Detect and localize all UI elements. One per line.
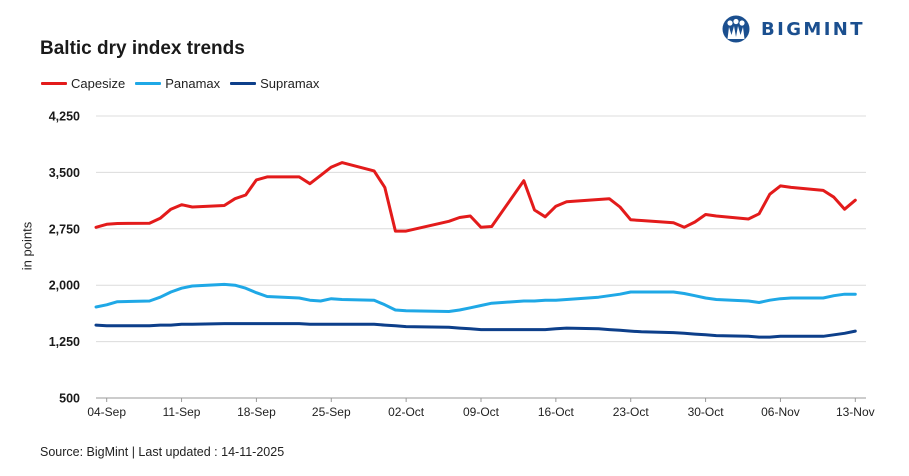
legend-swatch-panamax — [135, 82, 162, 85]
x-tick-label: 13-Nov — [836, 405, 875, 419]
x-tick-label: 23-Oct — [613, 405, 650, 419]
x-tick-label: 11-Sep — [163, 405, 201, 419]
x-tick-label: 04-Sep — [87, 405, 126, 419]
y-tick-label: 2,000 — [49, 279, 80, 293]
legend-label-supramax: Supramax — [260, 76, 320, 91]
legend-label-panamax: Panamax — [165, 76, 221, 91]
series-line-capesize — [94, 161, 857, 233]
series-line-panamax — [94, 282, 857, 313]
x-tick-label: 25-Sep — [312, 405, 351, 419]
chart-title: Baltic dry index trends — [40, 38, 245, 59]
x-tick-label: 09-Oct — [463, 405, 500, 419]
legend-label-capesize: Capesize — [71, 76, 126, 91]
x-tick-label: 16-Oct — [538, 405, 575, 419]
brand-name: BIGMINT — [761, 18, 865, 40]
legend-item-supramax: Supramax — [230, 76, 319, 91]
legend-item-panamax: Panamax — [135, 76, 220, 91]
x-tick-label: 18-Sep — [237, 405, 276, 419]
x-tick-label: 30-Oct — [688, 405, 725, 419]
chart-legend: Capesize Panamax Supramax — [41, 76, 329, 91]
legend-swatch-supramax — [230, 82, 257, 85]
legend-item-capesize: Capesize — [41, 76, 125, 91]
x-tick-label: 02-Oct — [388, 405, 425, 419]
y-tick-label: 4,250 — [49, 110, 80, 124]
legend-swatch-capesize — [41, 82, 67, 85]
series-line-supramax — [94, 322, 857, 339]
y-tick-label: 1,250 — [49, 335, 80, 349]
y-tick-label: 500 — [59, 392, 80, 406]
x-tick-label: 06-Nov — [761, 405, 800, 419]
y-tick-label: 2,750 — [49, 222, 80, 236]
source-note: Source: BigMint | Last updated : 14-11-2… — [40, 445, 285, 459]
y-tick-label: 3,500 — [49, 166, 80, 180]
bigmint-logo-icon — [722, 15, 750, 43]
brand-logo: BIGMINT — [721, 15, 865, 43]
